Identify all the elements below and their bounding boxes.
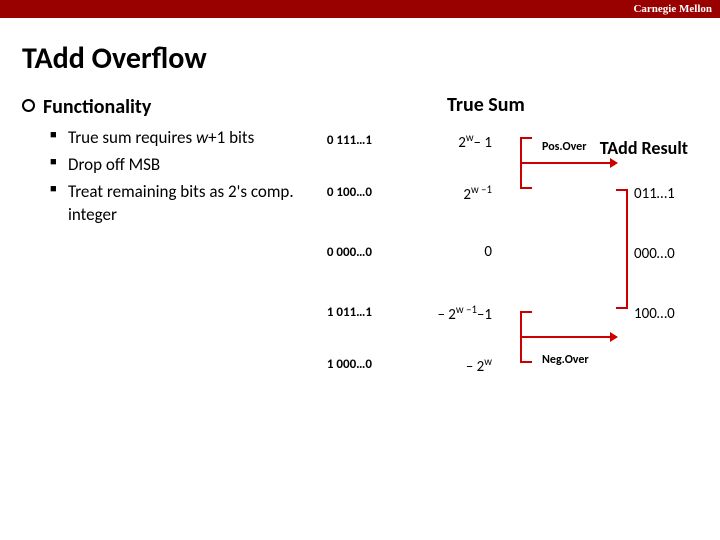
diagram: True Sum TAdd Result 0 111…1 2w– 1 0 100…0… xyxy=(302,95,702,435)
neg-overflow-label: Neg.Over xyxy=(542,353,589,367)
result-label: 011…1 xyxy=(634,185,704,203)
value-label: 2w– 1 xyxy=(422,131,492,152)
value-label: 0 xyxy=(422,243,492,261)
bullet-item: Drop off MSB xyxy=(50,154,302,177)
pos-over-arrow xyxy=(520,162,616,164)
neg-over-arrow xyxy=(520,336,616,338)
value-label: – 2w –1–1 xyxy=(422,303,492,324)
tadd-result-title: TAdd Result xyxy=(600,137,688,159)
bit-label: 0 100…0 xyxy=(312,185,372,200)
bullet-item: Treat remaining bits as 2's comp. intege… xyxy=(50,181,302,227)
result-label: 000…0 xyxy=(634,245,704,263)
bit-label: 1 011…1 xyxy=(312,305,372,320)
slide-title: TAdd Overflow xyxy=(22,40,720,77)
left-column: Functionality True sum requires w+1 bits… xyxy=(22,95,302,435)
bit-label: 0 000…0 xyxy=(312,245,372,260)
banner-text: Carnegie Mellon xyxy=(633,3,712,15)
section-heading: Functionality xyxy=(22,95,302,119)
banner: Carnegie Mellon xyxy=(0,0,720,18)
value-label: – 2w xyxy=(422,355,492,376)
value-label: 2w –1 xyxy=(422,183,492,204)
bullet-list: True sum requires w+1 bits Drop off MSB … xyxy=(50,127,302,227)
neg-target-bracket xyxy=(616,189,628,309)
bit-label: 0 111…1 xyxy=(312,133,372,148)
result-label: 100…0 xyxy=(634,305,704,323)
bullet-item: True sum requires w+1 bits xyxy=(50,127,302,150)
bit-label: 1 000…0 xyxy=(312,357,372,372)
pos-overflow-label: Pos.Over xyxy=(542,140,586,154)
true-sum-title: True Sum xyxy=(447,93,525,117)
content: Functionality True sum requires w+1 bits… xyxy=(0,95,720,435)
